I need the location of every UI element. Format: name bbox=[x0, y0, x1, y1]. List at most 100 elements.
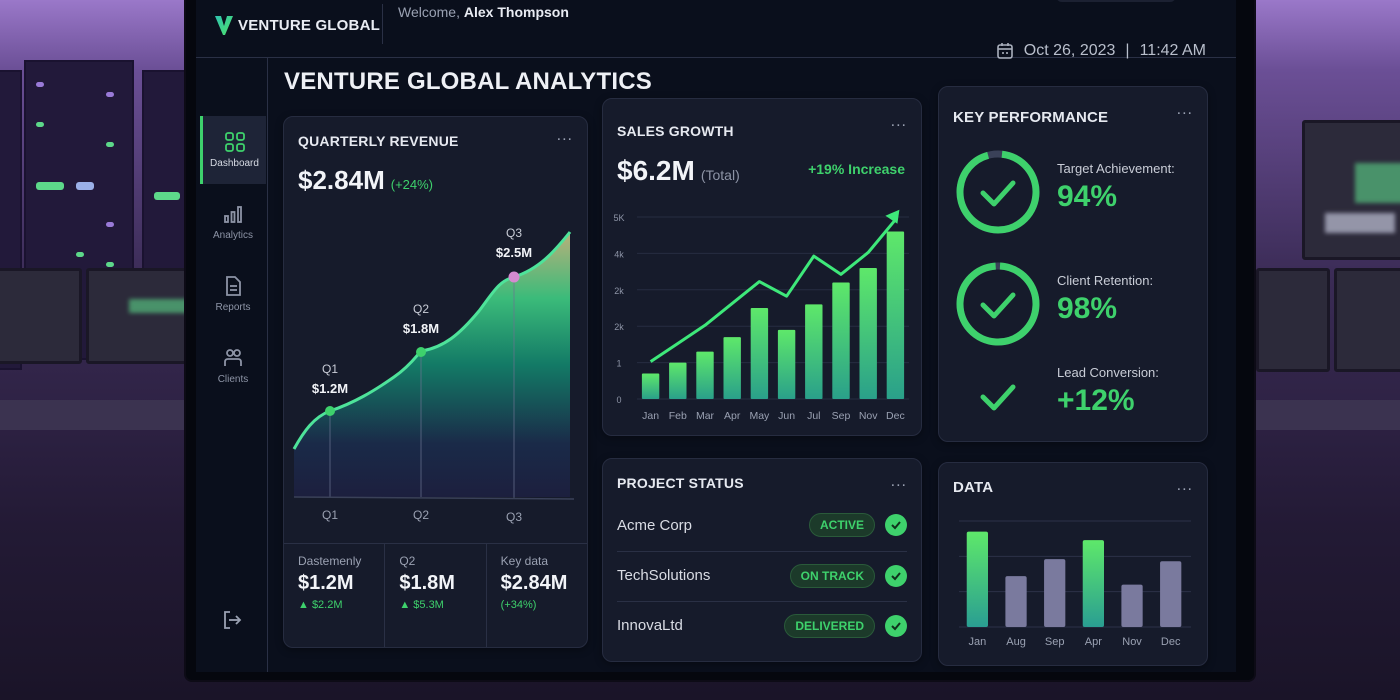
summary-delta: (+34%) bbox=[500, 599, 537, 611]
welcome-text: Welcome, Alex Thompson bbox=[398, 4, 569, 20]
project-status-card: PROJECT STATUS ... Acme Corp ACTIVE Tech… bbox=[602, 458, 922, 662]
status-badge: ON TRACK bbox=[789, 563, 875, 588]
summary-item: Q2 $1.8M ▲ $5.3M bbox=[384, 544, 485, 647]
date-time: Oct 26, 2023 | 11:42 AM bbox=[996, 42, 1206, 60]
brand-logo[interactable]: VENTURE GLOBAL bbox=[214, 14, 380, 36]
sidebar-item-clients[interactable]: Clients bbox=[200, 332, 266, 400]
summary-value: $2.84M bbox=[500, 572, 568, 594]
svg-text:Aug: Aug bbox=[1006, 636, 1026, 648]
background-monitor bbox=[1334, 268, 1400, 372]
summary-value: $1.8M bbox=[399, 572, 455, 594]
background-desk bbox=[1256, 400, 1400, 430]
svg-text:Dec: Dec bbox=[1161, 636, 1181, 648]
bar-chart-icon bbox=[224, 206, 242, 223]
check-circle-icon bbox=[885, 514, 907, 536]
revenue-area-chart: Q1 $1.2M Q2 $1.8M Q3 $2.5M Q1 Q2 Q3 bbox=[292, 226, 575, 524]
svg-text:Feb: Feb bbox=[669, 410, 687, 422]
kpi-lead-conversion: Lead Conversion: +12% bbox=[953, 355, 1198, 451]
sales-value: $6.2M bbox=[617, 155, 695, 186]
point-value-label: $1.2M bbox=[312, 381, 348, 396]
project-row[interactable]: TechSolutions ON TRACK bbox=[617, 551, 907, 599]
sales-growth-card: SALES GROWTH ... $6.2M (Total) +19% Incr… bbox=[602, 98, 922, 436]
summary-label: Dastemenly bbox=[298, 554, 362, 568]
more-options-button[interactable]: ... bbox=[1176, 477, 1193, 494]
time-text: 11:42 AM bbox=[1139, 42, 1206, 59]
users-icon bbox=[224, 349, 242, 366]
logout-icon[interactable] bbox=[220, 608, 244, 632]
point-q-label: Q3 bbox=[506, 226, 522, 240]
point-value-label: $1.8M bbox=[403, 321, 439, 336]
top-search-bar[interactable] bbox=[1056, 0, 1176, 2]
status-badge: ACTIVE bbox=[808, 513, 875, 537]
x-axis-label: Q1 bbox=[322, 508, 338, 522]
dashboard-screen: VENTURE GLOBAL Welcome, Alex Thompson Oc… bbox=[196, 0, 1236, 672]
more-options-button[interactable]: ... bbox=[890, 473, 907, 490]
check-icon bbox=[980, 384, 1016, 411]
svg-text:Jul: Jul bbox=[807, 410, 820, 422]
more-options-button[interactable]: ... bbox=[890, 113, 907, 130]
svg-text:May: May bbox=[749, 410, 770, 422]
card-title: PROJECT STATUS bbox=[617, 475, 744, 491]
x-axis-label: Q3 bbox=[506, 510, 522, 524]
kpi-label: Client Retention: bbox=[1057, 273, 1154, 288]
key-performance-card: KEY PERFORMANCE ... Target Achievement: … bbox=[938, 86, 1208, 442]
revenue-summary: Dastemenly $1.2M ▲ $2.2M Q2 $1.8M ▲ $5.3… bbox=[284, 543, 587, 647]
summary-delta: ▲ $5.3M bbox=[399, 599, 444, 611]
welcome-prefix: Welcome, bbox=[398, 4, 464, 20]
summary-label: Key data bbox=[500, 554, 549, 568]
summary-label: Q2 bbox=[399, 554, 416, 568]
sidebar-item-dashboard[interactable]: Dashboard bbox=[200, 116, 266, 184]
svg-text:Dec: Dec bbox=[886, 410, 905, 422]
point-value-label: $2.5M bbox=[496, 245, 532, 260]
grid-icon bbox=[224, 132, 245, 152]
project-row[interactable]: Acme Corp ACTIVE bbox=[617, 501, 907, 549]
card-title: DATA bbox=[953, 479, 994, 496]
background-monitor bbox=[1302, 120, 1400, 260]
sidebar-item-label: Reports bbox=[215, 302, 251, 313]
project-row[interactable]: InnovaLtd DELIVERED bbox=[617, 601, 907, 649]
x-axis-label: Q2 bbox=[413, 508, 429, 522]
status-badge: DELIVERED bbox=[784, 613, 875, 638]
progress-ring-icon bbox=[956, 150, 1040, 234]
svg-text:4k: 4k bbox=[614, 249, 624, 259]
project-name: InnovaLtd bbox=[617, 617, 683, 634]
check-circle-icon bbox=[885, 614, 907, 637]
more-options-button[interactable]: ... bbox=[556, 127, 573, 144]
svg-text:Sep: Sep bbox=[1045, 636, 1065, 648]
divider bbox=[382, 4, 383, 44]
date-text: Oct 26, 2023 bbox=[1023, 42, 1116, 59]
revenue-change: (+24%) bbox=[390, 177, 434, 192]
quarterly-revenue-card: QUARTERLY REVENUE ... $2.84M (+24%) bbox=[283, 116, 588, 648]
sidebar-item-reports[interactable]: Reports bbox=[200, 260, 266, 328]
svg-text:2k: 2k bbox=[614, 322, 624, 332]
data-bar-chart: Jan Aug Sep Apr Nov Dec bbox=[959, 520, 1191, 648]
calendar-icon bbox=[996, 43, 1013, 59]
sidebar-item-label: Clients bbox=[217, 374, 249, 385]
revenue-value: $2.84M bbox=[298, 165, 385, 195]
summary-item: Dastemenly $1.2M ▲ $2.2M bbox=[284, 544, 384, 647]
svg-text:Nov: Nov bbox=[1122, 636, 1142, 648]
data-card: DATA ... Jan Aug Sep Apr Nov Dec bbox=[938, 462, 1208, 666]
revenue-headline: $2.84M (+24%) bbox=[298, 165, 433, 196]
kpi-target-achievement: Target Achievement: 94% bbox=[953, 147, 1198, 243]
point-q-label: Q1 bbox=[322, 362, 338, 376]
more-options-button[interactable]: ... bbox=[1176, 101, 1193, 118]
svg-text:Nov: Nov bbox=[859, 410, 878, 422]
sales-increase: +19% Increase bbox=[808, 161, 905, 177]
top-bar: VENTURE GLOBAL Welcome, Alex Thompson bbox=[196, 0, 1236, 58]
svg-text:Apr: Apr bbox=[1085, 636, 1102, 648]
sidebar-item-analytics[interactable]: Analytics bbox=[200, 188, 266, 256]
sidebar-item-label: Analytics bbox=[212, 230, 253, 241]
summary-item: Key data $2.84M (+34%) bbox=[485, 544, 587, 647]
kpi-value: 94% bbox=[1057, 180, 1118, 213]
kpi-value: +12% bbox=[1057, 384, 1135, 417]
sales-headline: $6.2M (Total) bbox=[617, 155, 740, 187]
sidebar-item-label: Dashboard bbox=[210, 158, 259, 169]
background-desk bbox=[0, 400, 190, 430]
background-monitor bbox=[1256, 268, 1330, 372]
sidebar: Dashboard Analytics Reports Clients bbox=[196, 58, 268, 672]
project-name: TechSolutions bbox=[617, 567, 711, 584]
svg-text:Jan: Jan bbox=[642, 410, 659, 422]
svg-text:0: 0 bbox=[616, 395, 621, 405]
progress-ring-icon bbox=[956, 262, 1040, 346]
